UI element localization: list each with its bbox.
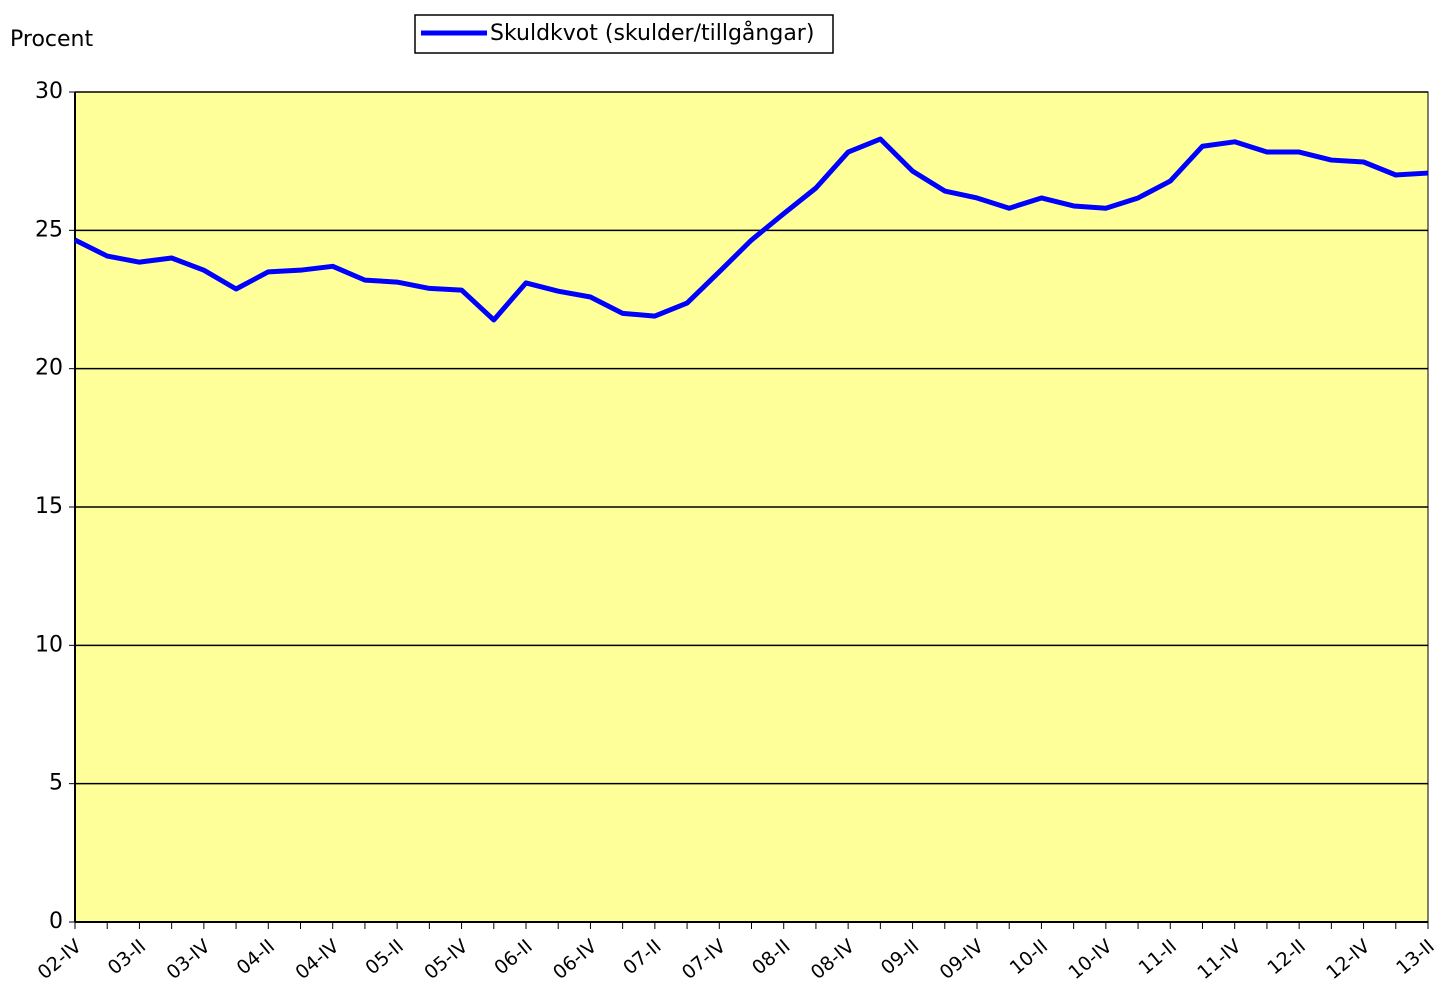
x-tick-label: 03-IV [162,935,214,984]
y-tick-label: 25 [35,217,63,242]
x-tick-label: 12-II [1263,935,1310,979]
data-line [73,136,1429,323]
x-tick-label: 13-II [1392,935,1435,979]
x-tick-label: 06-IV [549,935,601,984]
x-tick-label: 05-IV [420,935,472,984]
x-tick-label: 07-IV [678,935,730,984]
x-tick-label: 02-IV [34,935,86,984]
y-tick-label: 5 [49,771,63,796]
x-tick-label: 11-IV [1193,935,1245,984]
x-tick-label: 08-IV [807,935,859,984]
x-tick-label: 06-II [490,935,537,979]
y-axis-label: Procent [10,27,93,52]
y-tick-label: 20 [35,356,63,381]
x-tick-label: 09-IV [936,935,988,984]
x-tick-label: 08-II [748,935,795,979]
y-tick-label: 10 [35,632,63,657]
y-tick-label: 30 [35,79,63,104]
x-tick-label: 05-II [361,935,408,979]
x-tick-label: 07-II [619,935,666,979]
x-tick-label: 11-II [1135,935,1182,979]
x-tick-label: 10-II [1006,935,1053,979]
x-tick-label: 04-II [233,935,280,979]
y-tick-label: 0 [49,909,63,934]
legend-label: Skuldkvot (skulder/tillgångar) [490,20,814,46]
y-tick-label: 15 [35,494,63,519]
x-tick-label: 03-II [104,935,151,979]
x-tick-label: 04-IV [291,935,343,984]
x-tick-label: 10-IV [1064,935,1116,984]
x-tick-label: 12-IV [1322,935,1374,984]
x-tick-label: 09-II [877,935,924,979]
